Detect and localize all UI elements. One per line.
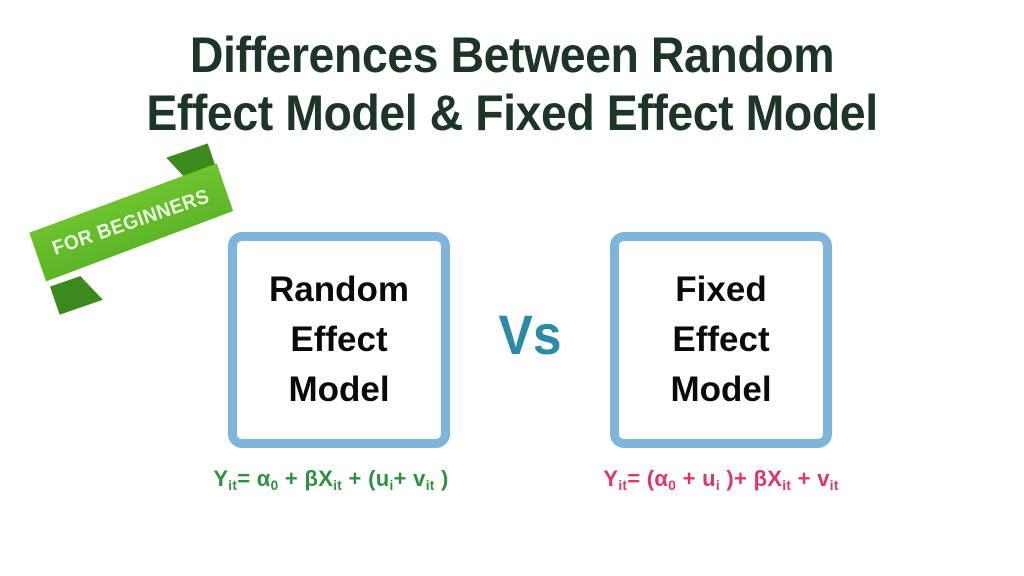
fixed-effect-model-line-1: Fixed bbox=[675, 270, 767, 309]
formula-term: = (α bbox=[627, 466, 669, 491]
formula-term: + v bbox=[791, 466, 830, 491]
formula-term: + bbox=[278, 466, 305, 491]
fixed-effect-model-box: Fixed Effect Model bbox=[610, 232, 832, 448]
fixed-effect-model-line-3: Model bbox=[670, 370, 772, 409]
page-title: Differences Between Random Effect Model … bbox=[36, 26, 988, 142]
random-effect-model-line-3: Model bbox=[288, 370, 390, 409]
formula-term: Y bbox=[213, 466, 229, 491]
fixed-effect-model-formula: Yit= (α0 + ui )+ βXit + vit bbox=[566, 466, 876, 493]
formula-subscript: it bbox=[782, 477, 792, 493]
page-title-line-1: Differences Between Random bbox=[189, 27, 835, 83]
formula-subscript: 0 bbox=[668, 477, 677, 493]
formula-term: βX bbox=[304, 466, 334, 491]
formula-term: = α bbox=[237, 466, 271, 491]
formula-term: + u bbox=[676, 466, 716, 491]
formula-subscript: it bbox=[829, 477, 839, 493]
formula-term: Y bbox=[603, 466, 619, 491]
formula-term: )+ bbox=[719, 466, 754, 491]
fixed-effect-model-line-2: Effect bbox=[672, 320, 770, 359]
formula-term: + bbox=[393, 466, 414, 491]
formula-subscript: it bbox=[333, 477, 343, 493]
ribbon-rotation-group: FOR BEGINNERS bbox=[22, 146, 246, 313]
formula-term: ) bbox=[434, 466, 449, 491]
formula-subscript: i bbox=[715, 477, 720, 493]
versus-label: Vs bbox=[498, 303, 562, 366]
formula-subscript: 0 bbox=[270, 477, 279, 493]
random-effect-model-line-2: Effect bbox=[290, 320, 388, 359]
formula-term: + (u bbox=[342, 466, 390, 491]
page-title-line-2: Effect Model & Fixed Effect Model bbox=[146, 85, 878, 141]
ribbon-label: FOR BEGINNERS bbox=[49, 184, 213, 260]
ribbon-band: FOR BEGINNERS bbox=[28, 163, 235, 281]
formula-subscript: it bbox=[618, 477, 628, 493]
formula-term: v bbox=[413, 466, 426, 491]
formula-term: βX bbox=[753, 466, 783, 491]
random-effect-model-line-1: Random bbox=[269, 270, 409, 309]
formula-subscript: i bbox=[389, 477, 394, 493]
ribbon-fold-bottom-icon bbox=[50, 272, 103, 315]
formula-subscript: it bbox=[425, 477, 435, 493]
random-effect-model-formula: Yit= α0 + βXit + (ui+ vit ) bbox=[176, 466, 486, 493]
for-beginners-ribbon: FOR BEGINNERS bbox=[34, 176, 234, 284]
formula-subscript: it bbox=[228, 477, 238, 493]
random-effect-model-box: Random Effect Model bbox=[228, 232, 450, 448]
